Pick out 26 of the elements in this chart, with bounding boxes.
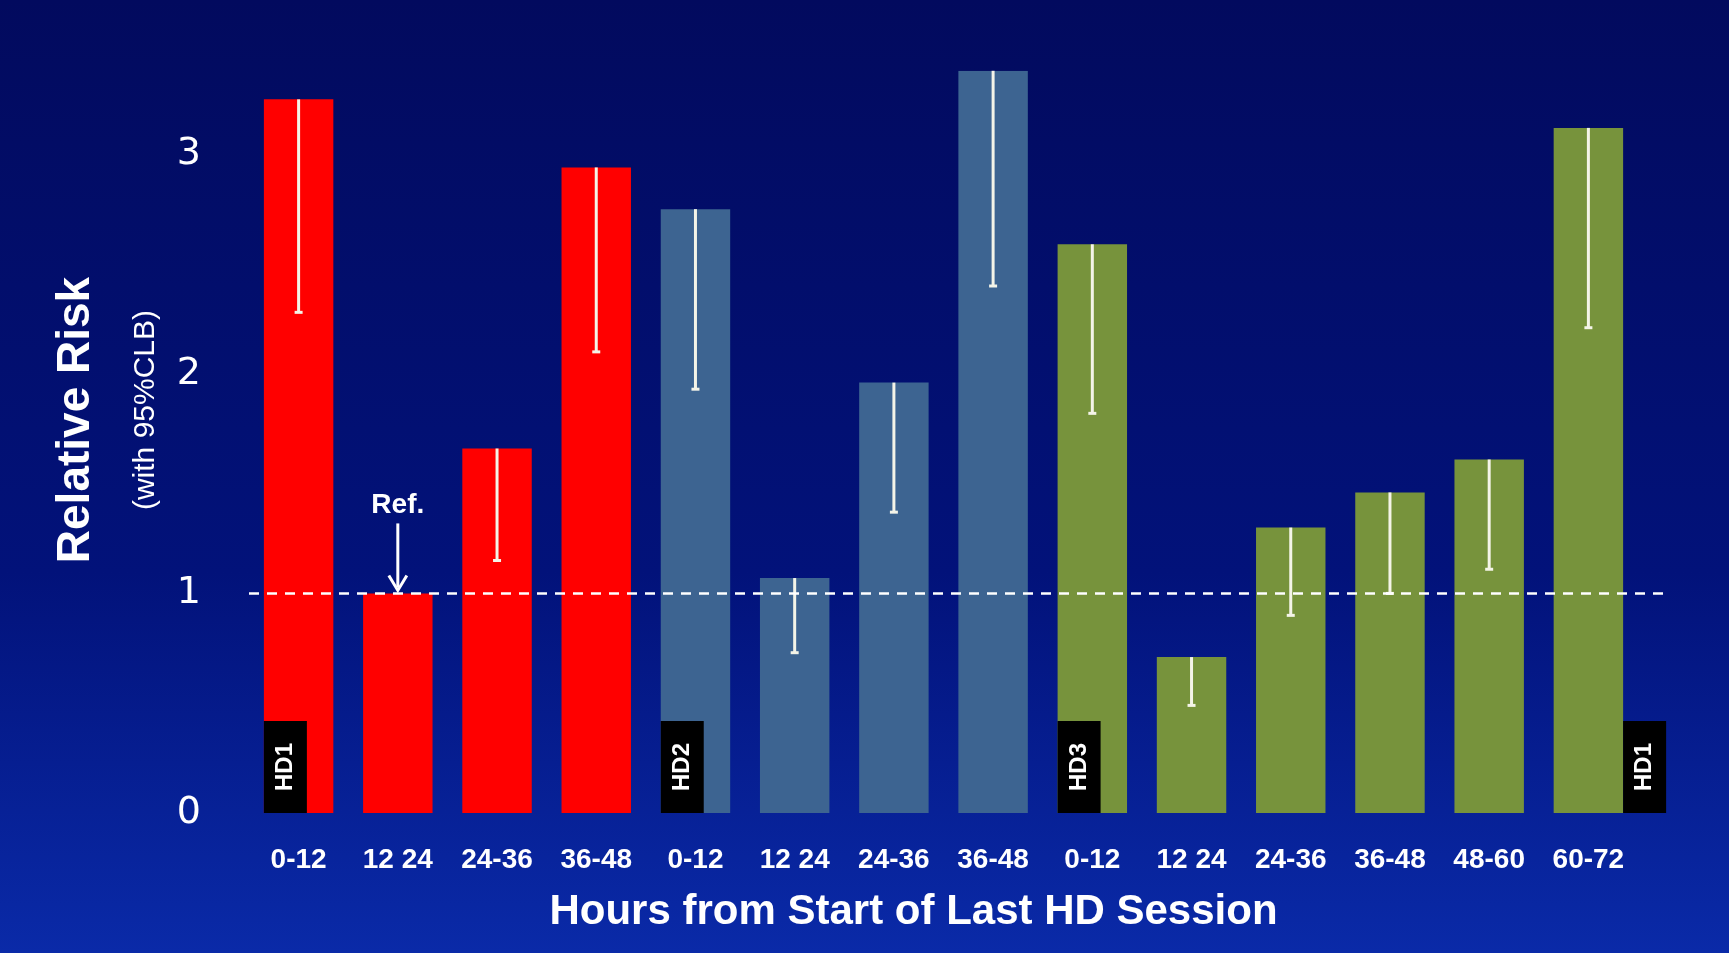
y-tick-label: 3 bbox=[176, 129, 201, 174]
annotation: HD1 bbox=[1629, 742, 1657, 792]
x-tick-label: 36-48 bbox=[1354, 842, 1426, 874]
x-tick-label: 60-72 bbox=[1552, 842, 1625, 874]
annotation: Ref. bbox=[371, 488, 425, 520]
x-tick-label: 48-60 bbox=[1453, 842, 1525, 874]
y-tick-label: 1 bbox=[176, 568, 201, 613]
x-tick-label: 0-12 bbox=[1064, 842, 1121, 874]
x-tick-label: 12 24 bbox=[1156, 842, 1227, 874]
annotation: HD1 bbox=[270, 742, 298, 792]
x-axis-title: Hours from Start of Last HD Session bbox=[549, 885, 1278, 933]
x-tick-label: 24-36 bbox=[1254, 842, 1327, 874]
x-tick-label: 0-12 bbox=[270, 842, 327, 874]
x-tick-label: 36-48 bbox=[957, 842, 1029, 874]
x-tick-label: 0-12 bbox=[667, 842, 724, 874]
x-tick-label: 12 24 bbox=[362, 842, 434, 874]
x-tick-label: 24-36 bbox=[858, 842, 930, 874]
y-tick-label: 2 bbox=[176, 348, 201, 393]
annotation: HD2 bbox=[666, 742, 694, 792]
x-tick-label: 24-36 bbox=[461, 842, 533, 874]
annotation: HD3 bbox=[1063, 742, 1091, 792]
y-axis-title: Relative Risk bbox=[46, 276, 99, 564]
text: (with 95%CLB) bbox=[127, 309, 161, 511]
y-tick-label: 0 bbox=[176, 787, 201, 832]
x-tick-label: 12 24 bbox=[759, 842, 831, 874]
x-tick-label: 36-48 bbox=[560, 842, 633, 874]
